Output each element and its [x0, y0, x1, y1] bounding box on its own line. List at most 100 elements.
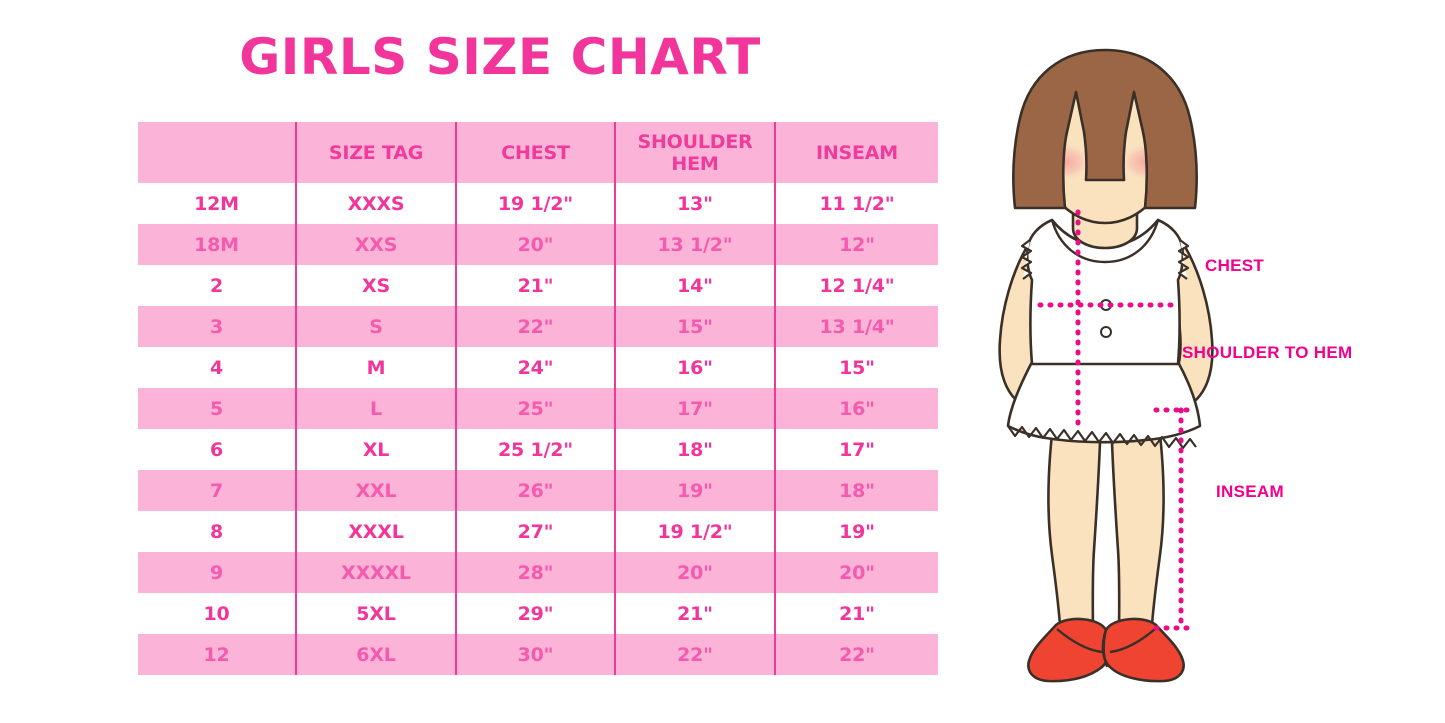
- left-leg: [1047, 408, 1103, 642]
- cell-size: 12: [203, 643, 230, 666]
- girl-illustration: [960, 40, 1445, 700]
- bloomers: [1006, 360, 1202, 444]
- measurement-label-shoulder-to-hem: SHOULDER TO HEM: [1182, 343, 1353, 362]
- hair-group: [1012, 48, 1198, 210]
- table-header-row: SIZE TAG CHEST SHOULDER HEM INSEAM: [138, 122, 938, 183]
- table-row: 18M XXS 20" 13 1/2" 12": [138, 224, 938, 265]
- left-shoe-strap: [1056, 628, 1103, 654]
- cell-inseam: 21": [774, 593, 938, 634]
- girl-figure: [998, 48, 1214, 683]
- right-shoe: [1101, 617, 1185, 683]
- cell-shoulder-hem: 13": [614, 183, 775, 224]
- cell-size: 7: [209, 479, 224, 502]
- cell-shoulder-hem: 21": [614, 593, 775, 634]
- hair-bob: [1012, 48, 1198, 210]
- measurement-label-chest: CHEST: [1205, 256, 1265, 275]
- table-row: 2 XS 21" 14" 12 1/4": [138, 265, 938, 306]
- cell-inseam: 12 1/4": [774, 265, 938, 306]
- tank-neckline: [1050, 219, 1160, 264]
- cell-inseam: 22": [774, 634, 938, 675]
- bloomers-group: [1006, 360, 1202, 450]
- cell-size: 6: [209, 438, 224, 461]
- table-row: 9 XXXXL 28" 20" 20": [138, 552, 938, 593]
- cell-inseam: 17": [774, 429, 938, 470]
- cell-size: 18M: [194, 233, 239, 256]
- cell-size-tag: XS: [295, 265, 456, 306]
- cell-chest: 21": [455, 265, 615, 306]
- cell-chest: 22": [455, 306, 615, 347]
- cell-size: 3: [209, 315, 224, 338]
- cell-chest: 25": [455, 388, 615, 429]
- left-shoulder-ruffle: [1020, 239, 1033, 280]
- cell-chest: 30": [455, 634, 615, 675]
- shoe-gap: [1102, 629, 1109, 668]
- cell-inseam: 13 1/4": [774, 306, 938, 347]
- cell-chest: 24": [455, 347, 615, 388]
- cell-size: 5: [209, 397, 224, 420]
- cell-size-tag: L: [295, 388, 456, 429]
- cell-inseam: 16": [774, 388, 938, 429]
- table-row: 10 5XL 29" 21" 21": [138, 593, 938, 634]
- cell-shoulder-hem: 18": [614, 429, 775, 470]
- size-chart-table-wrapper: SIZE TAG CHEST SHOULDER HEM INSEAM 12M X…: [138, 122, 938, 675]
- cell-size: 8: [209, 520, 224, 543]
- cell-inseam: 20": [774, 552, 938, 593]
- cell-chest: 29": [455, 593, 615, 634]
- cell-shoulder-hem: 17": [614, 388, 775, 429]
- cell-size-tag: S: [295, 306, 456, 347]
- table-row: 12M XXXS 19 1/2" 13" 11 1/2": [138, 183, 938, 224]
- bloomers-ruffle-hem: [1007, 425, 1197, 450]
- cell-size: 10: [203, 602, 230, 625]
- cell-shoulder-hem: 20": [614, 552, 775, 593]
- cell-inseam: 18": [774, 470, 938, 511]
- right-shoe-strap: [1109, 628, 1156, 654]
- cell-size-tag: 6XL: [295, 634, 456, 675]
- cell-size-tag: XXL: [295, 470, 456, 511]
- legs-group: [1047, 408, 1165, 642]
- column-header-chest: CHEST: [455, 122, 615, 183]
- cell-size: 12M: [194, 192, 239, 215]
- page-title: GIRLS SIZE CHART: [239, 28, 761, 86]
- table-row: 5 L 25" 17" 16": [138, 388, 938, 429]
- cell-inseam: 19": [774, 511, 938, 552]
- left-shoe: [1027, 617, 1111, 683]
- shoes-group: [1027, 617, 1185, 683]
- table-body: 12M XXXS 19 1/2" 13" 11 1/2" 18M XXS 20"…: [138, 183, 938, 675]
- button-lower: [1100, 326, 1112, 338]
- cell-size: 4: [209, 356, 224, 379]
- column-header-shoulder-hem: SHOULDER HEM: [614, 122, 775, 183]
- table-row: 3 S 22" 15" 13 1/4": [138, 306, 938, 347]
- cell-size-tag: M: [295, 347, 456, 388]
- cell-chest: 26": [455, 470, 615, 511]
- table-row: 7 XXL 26" 19" 18": [138, 470, 938, 511]
- table-row: 8 XXXL 27" 19 1/2" 19": [138, 511, 938, 552]
- cell-size-tag: XXXS: [295, 183, 456, 224]
- cell-size: 9: [209, 561, 224, 584]
- cell-size-tag: XXS: [295, 224, 456, 265]
- column-header-inseam: INSEAM: [774, 122, 938, 183]
- cell-shoulder-hem: 22": [614, 634, 775, 675]
- cell-size: 2: [209, 274, 224, 297]
- cell-chest: 28": [455, 552, 615, 593]
- cell-inseam: 11 1/2": [774, 183, 938, 224]
- table-row: 6 XL 25 1/2" 18" 17": [138, 429, 938, 470]
- cell-chest: 25 1/2": [455, 429, 615, 470]
- cell-shoulder-hem: 13 1/2": [614, 224, 775, 265]
- table-row: 12 6XL 30" 22" 22": [138, 634, 938, 675]
- measurement-label-inseam: INSEAM: [1216, 482, 1284, 501]
- cell-chest: 27": [455, 511, 615, 552]
- cell-inseam: 15": [774, 347, 938, 388]
- cell-chest: 19 1/2": [455, 183, 615, 224]
- size-chart-table: SIZE TAG CHEST SHOULDER HEM INSEAM 12M X…: [138, 122, 938, 675]
- cell-shoulder-hem: 16": [614, 347, 775, 388]
- cell-shoulder-hem: 19": [614, 470, 775, 511]
- cell-shoulder-hem: 15": [614, 306, 775, 347]
- cell-inseam: 12": [774, 224, 938, 265]
- measurement-lines: [1037, 209, 1190, 631]
- cell-size-tag: 5XL: [295, 593, 456, 634]
- cell-size-tag: XXXL: [295, 511, 456, 552]
- cell-shoulder-hem: 19 1/2": [614, 511, 775, 552]
- table-header: SIZE TAG CHEST SHOULDER HEM INSEAM: [138, 122, 938, 183]
- cell-shoulder-hem: 14": [614, 265, 775, 306]
- column-header-size-tag: SIZE TAG: [295, 122, 456, 183]
